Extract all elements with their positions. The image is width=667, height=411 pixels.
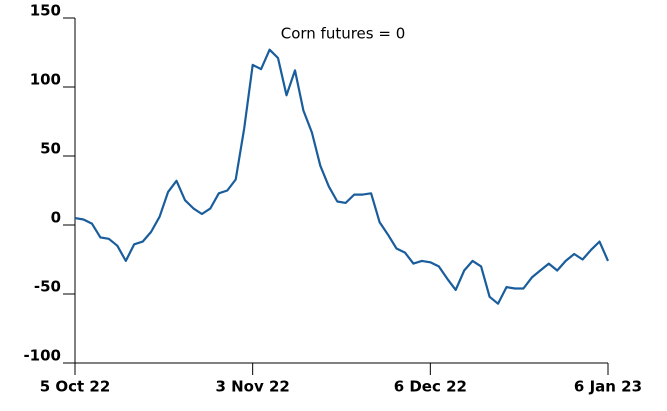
x-tick-label: 6 Dec 22: [394, 378, 467, 396]
y-tick-label: 0: [51, 209, 61, 227]
y-tick-label: 150: [30, 2, 61, 20]
y-tick-label: -100: [23, 347, 61, 365]
y-tick-label: -50: [34, 278, 61, 296]
y-tick-label: 100: [30, 71, 61, 89]
data-line: [74, 48, 610, 305]
y-tick-label: 50: [40, 140, 61, 158]
x-tick-label: 3 Nov 22: [215, 378, 289, 396]
annotation: Corn futures = 0: [281, 25, 406, 43]
x-tick-label: 5 Oct 22: [40, 378, 111, 396]
x-tick-label: 6 Jan 23: [574, 378, 642, 396]
